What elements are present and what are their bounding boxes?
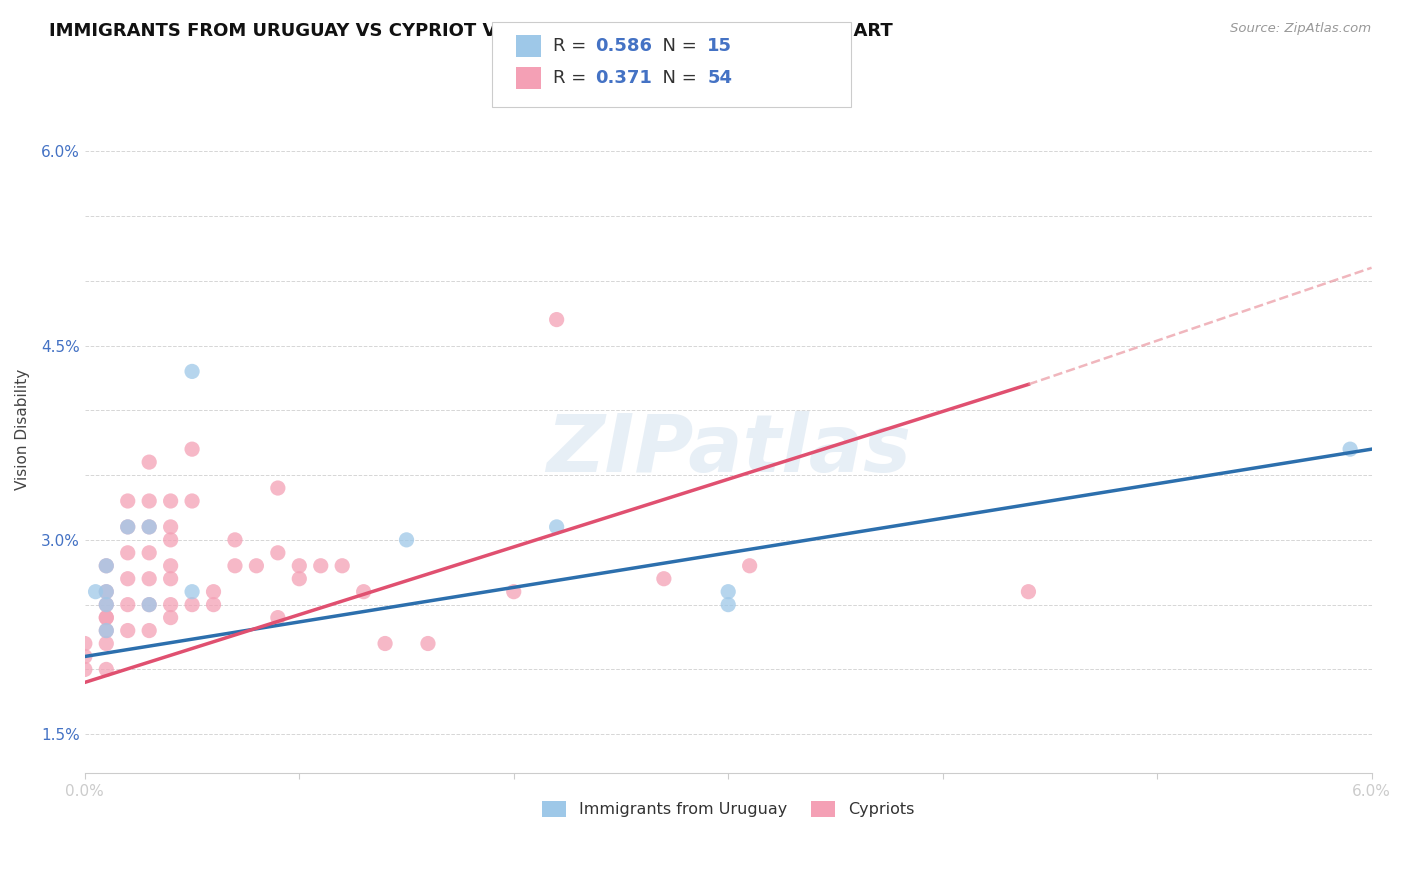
Point	[181, 442, 204, 457]
Point	[138, 546, 160, 560]
Point	[546, 520, 568, 534]
Point	[96, 662, 118, 676]
Point	[267, 481, 290, 495]
Point	[138, 572, 160, 586]
Point	[84, 584, 107, 599]
Point	[374, 636, 396, 650]
Point	[159, 572, 181, 586]
Text: Source: ZipAtlas.com: Source: ZipAtlas.com	[1230, 22, 1371, 36]
Point	[117, 546, 139, 560]
Text: 15: 15	[707, 37, 733, 55]
Point	[395, 533, 418, 547]
Point	[117, 520, 139, 534]
Point	[224, 558, 246, 573]
Point	[159, 494, 181, 508]
Point	[117, 624, 139, 638]
Point	[738, 558, 761, 573]
Point	[138, 455, 160, 469]
Point	[181, 584, 204, 599]
Point	[138, 598, 160, 612]
Point	[117, 494, 139, 508]
Point	[245, 558, 267, 573]
Point	[73, 662, 96, 676]
Point	[117, 520, 139, 534]
Point	[181, 598, 204, 612]
Point	[138, 624, 160, 638]
Point	[96, 624, 118, 638]
Point	[1017, 584, 1039, 599]
Text: ZIPatlas: ZIPatlas	[546, 411, 911, 490]
Point	[288, 558, 311, 573]
Point	[138, 520, 160, 534]
Point	[267, 546, 290, 560]
Point	[267, 610, 290, 624]
Point	[224, 533, 246, 547]
Point	[181, 494, 204, 508]
Point	[96, 558, 118, 573]
Point	[159, 610, 181, 624]
Point	[96, 598, 118, 612]
Point	[309, 558, 332, 573]
Point	[96, 624, 118, 638]
Point	[159, 558, 181, 573]
Point	[159, 520, 181, 534]
Point	[96, 636, 118, 650]
Text: N =: N =	[651, 69, 703, 87]
Point	[96, 598, 118, 612]
Point	[353, 584, 375, 599]
Point	[546, 312, 568, 326]
Point	[96, 610, 118, 624]
Point	[288, 572, 311, 586]
Legend: Immigrants from Uruguay, Cypriots: Immigrants from Uruguay, Cypriots	[536, 794, 921, 823]
Point	[181, 364, 204, 378]
Point	[159, 598, 181, 612]
Point	[96, 584, 118, 599]
Point	[138, 494, 160, 508]
Point	[96, 610, 118, 624]
Point	[96, 558, 118, 573]
Point	[117, 572, 139, 586]
Point	[1339, 442, 1361, 457]
Point	[73, 636, 96, 650]
Text: R =: R =	[553, 69, 598, 87]
Point	[138, 598, 160, 612]
Y-axis label: Vision Disability: Vision Disability	[15, 369, 30, 491]
Point	[416, 636, 439, 650]
Text: 0.371: 0.371	[595, 69, 651, 87]
Point	[159, 533, 181, 547]
Point	[717, 584, 740, 599]
Point	[330, 558, 353, 573]
Text: IMMIGRANTS FROM URUGUAY VS CYPRIOT VISION DISABILITY CORRELATION CHART: IMMIGRANTS FROM URUGUAY VS CYPRIOT VISIO…	[49, 22, 893, 40]
Point	[652, 572, 675, 586]
Text: N =: N =	[651, 37, 703, 55]
Point	[502, 584, 524, 599]
Text: 0.586: 0.586	[595, 37, 652, 55]
Text: 54: 54	[707, 69, 733, 87]
Point	[717, 598, 740, 612]
Point	[202, 598, 225, 612]
Point	[73, 649, 96, 664]
Point	[117, 598, 139, 612]
Point	[138, 520, 160, 534]
Text: R =: R =	[553, 37, 592, 55]
Point	[96, 584, 118, 599]
Point	[202, 584, 225, 599]
